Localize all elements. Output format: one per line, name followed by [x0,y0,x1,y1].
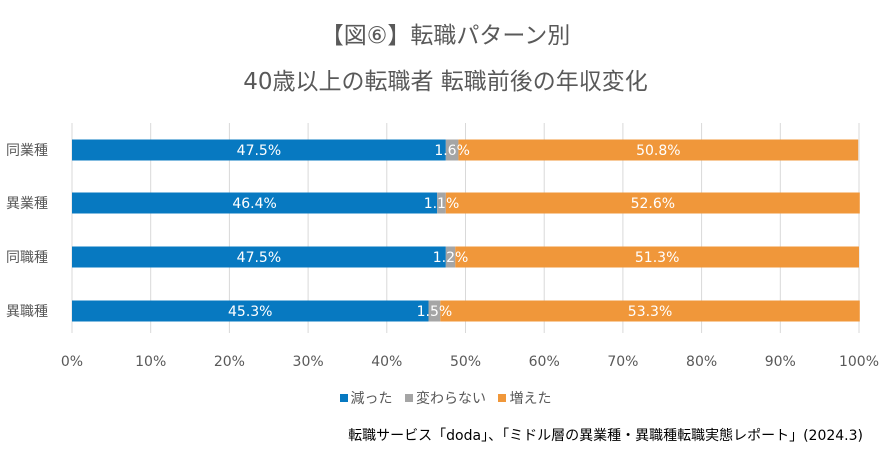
legend-swatch-increased [498,394,507,402]
bar-segment [428,300,441,322]
bar-segment [72,139,446,161]
x-tick-label: 20% [214,354,245,370]
bar-segment [437,192,446,214]
bar-segment [445,139,459,161]
data-label: 45.3% [228,304,272,320]
category-label: 同職種 [6,250,48,266]
data-label: 52.6% [631,196,675,212]
x-tick-label: 50% [450,354,481,370]
data-label: 47.5% [237,250,281,266]
legend-swatch-decreased [339,394,348,402]
x-tick-label: 0% [61,354,83,370]
x-tick-label: 80% [686,354,717,370]
bar-segment [72,192,438,214]
legend-item-increased: 増えた [498,388,551,408]
legend-label-unchanged: 変わらない [416,391,486,407]
legend-label-increased: 増えた [509,391,552,407]
bar-segment [72,246,446,268]
bar-segment [72,300,429,322]
category-label: 異業種 [6,196,48,212]
bar-segment [445,192,860,214]
category-label: 異職種 [6,304,48,320]
x-tick-label: 10% [135,354,166,370]
legend-item-decreased: 減った [339,388,393,408]
data-label: 50.8% [636,143,680,159]
x-tick-label: 90% [765,354,796,370]
legend-item-unchanged: 変わらない [405,388,486,408]
data-label: 1.5% [417,304,453,320]
bar-segment [445,246,456,268]
data-label: 53.3% [628,304,672,320]
x-tick-label: 40% [371,354,402,370]
legend: 減った 変わらない 増えた [0,388,891,408]
category-label: 同業種 [6,143,48,159]
legend-swatch-unchanged [405,394,413,402]
data-label: 1.2% [433,250,469,266]
x-tick-label: 70% [607,354,638,370]
data-label: 46.4% [232,196,276,212]
legend-label-decreased: 減った [350,391,393,407]
bar-segment [455,246,859,268]
data-label: 1.1% [424,196,460,212]
chart-title: 【図⑥】転職パターン別 [320,23,571,49]
x-tick-label: 30% [293,354,324,370]
bar-segment [458,139,859,161]
chart-subtitle: 40歳以上の転職者 転職前後の年収変化 [243,69,648,95]
bar-segment [440,300,860,322]
data-label: 47.5% [237,143,281,159]
x-tick-label: 60% [529,354,560,370]
data-label: 1.6% [434,143,470,159]
source-note: 転職サービス「doda」、「ミドル層の異業種・異職種転職実態レポート」(2024… [348,428,863,444]
x-tick-label: 100% [839,354,879,370]
data-label: 51.3% [635,250,679,266]
